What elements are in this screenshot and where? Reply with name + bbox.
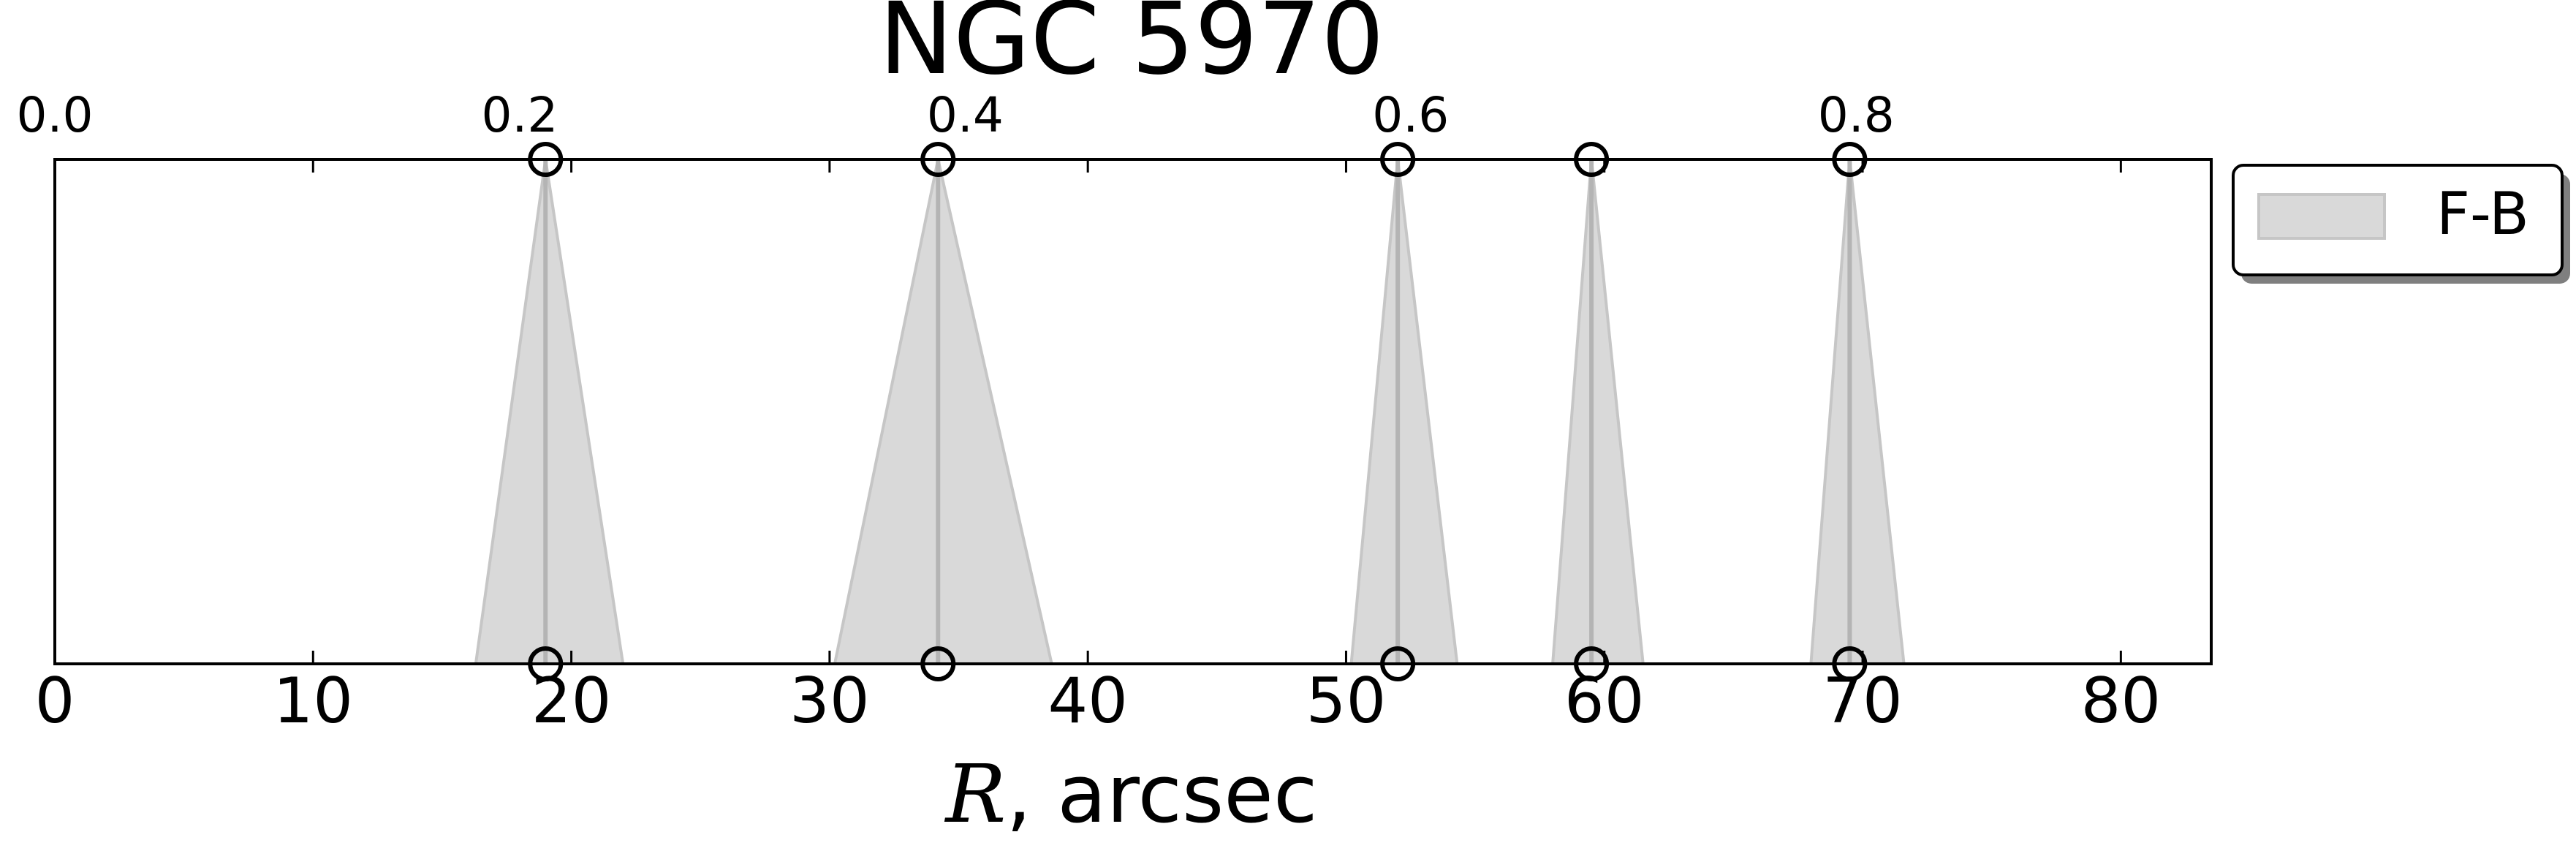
top-axis-tick-label: 0.0 — [17, 87, 94, 143]
x-tick-label: 40 — [1048, 665, 1127, 738]
x-axis-label: R, arcsec — [944, 747, 1318, 841]
x-tick-label: 70 — [1822, 665, 1902, 738]
x-tick-label: 20 — [531, 665, 611, 738]
legend-box — [2232, 164, 2564, 276]
plot-frame — [53, 158, 2213, 665]
top-axis-tick-label: 0.6 — [1372, 87, 1449, 143]
x-tick-label: 30 — [789, 665, 869, 738]
x-axis-label-var: R — [944, 747, 1007, 841]
top-axis-tick-label: 0.8 — [1818, 87, 1895, 143]
axis-ticks: 0 10 20 30 40 50 60 70 80 0.0 0.2 0.4 0.6 0.8 — [17, 87, 2162, 738]
feature-region-2 — [833, 159, 1054, 665]
top-axis-tick-label: 0.2 — [481, 87, 558, 143]
feature-markers — [528, 142, 1868, 681]
x-tick-label: 10 — [273, 665, 353, 738]
chart-title: NGC 5970 — [879, 0, 1384, 97]
legend-swatch — [2257, 193, 2386, 240]
top-axis-tick-label: 0.4 — [927, 87, 1004, 143]
legend: F-B — [2232, 164, 2570, 284]
x-tick-label: 0 — [35, 665, 75, 738]
feature-regions — [474, 159, 1906, 665]
feature-region-5 — [1809, 159, 1906, 665]
x-tick-label: 60 — [1564, 665, 1644, 738]
feature-region-1 — [474, 159, 625, 665]
feature-region-3 — [1349, 159, 1459, 665]
x-tick-label: 80 — [2081, 665, 2161, 738]
x-tick-label: 50 — [1306, 665, 1386, 738]
legend-label: F-B — [2436, 180, 2529, 248]
feature-region-4 — [1550, 159, 1645, 665]
x-axis-label-unit: , arcsec — [1006, 747, 1317, 841]
